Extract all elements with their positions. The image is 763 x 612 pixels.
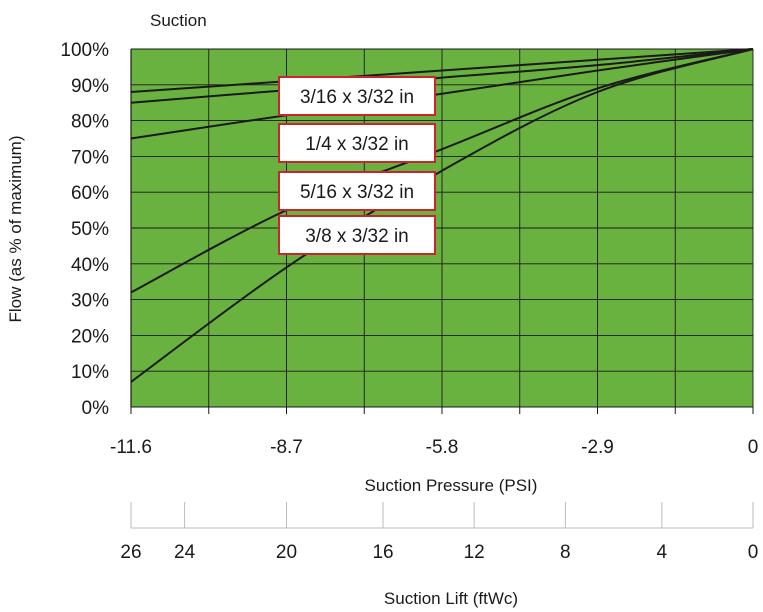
x-tick-label: -5.8	[426, 437, 459, 458]
secondary-tick-label: 24	[174, 542, 196, 563]
y-axis-label: Flow (as % of maximum)	[6, 135, 25, 322]
y-tick-label: 20%	[71, 326, 109, 347]
series-labels: 3/16 x 3/32 in 1/4 x 3/32 in 5/16 x 3/32 i…	[278, 76, 436, 255]
y-tick-label: 100%	[60, 40, 109, 61]
secondary-tick-label: 12	[464, 542, 485, 563]
series-label: 5/16 x 3/32 in	[300, 182, 414, 203]
secondary-axis-label: Suction Lift (ftWc)	[384, 589, 518, 608]
x-axis-ticks: -11.6 -8.7 -5.8 -2.9 0	[110, 407, 758, 458]
y-tick-label: 70%	[71, 147, 109, 168]
secondary-tick-label: 0	[748, 542, 759, 563]
series-lines	[130, 48, 754, 383]
y-tick-label: 30%	[71, 291, 109, 312]
series-label-box: 3/8 x 3/32 in	[278, 215, 436, 255]
series-line-2	[130, 48, 754, 104]
secondary-tick-label: 20	[276, 542, 297, 563]
series-label-box: 1/4 x 3/32 in	[278, 123, 436, 163]
y-axis-ticks: 0% 10% 20% 30% 40% 50% 60% 70% 80% 90% 100%	[60, 40, 109, 419]
x-tick-label: 0	[748, 437, 759, 458]
secondary-tick-label: 26	[120, 542, 141, 563]
y-tick-label: 40%	[71, 255, 109, 276]
secondary-axis: 26 24 20 16 12 8 4 0	[120, 502, 758, 563]
series-label-box: 5/16 x 3/32 in	[278, 171, 436, 211]
y-tick-label: 10%	[71, 362, 109, 383]
series-line-5	[130, 48, 754, 383]
series-line-4	[130, 48, 754, 294]
y-tick-label: 80%	[71, 112, 109, 133]
x-tick-label: -11.6	[110, 437, 152, 458]
x-tick-label: -8.7	[270, 437, 303, 458]
x-axis-label: Suction Pressure (PSI)	[365, 476, 538, 495]
y-tick-label: 0%	[82, 398, 110, 419]
series-label: 1/4 x 3/32 in	[305, 134, 409, 155]
y-tick-label: 50%	[71, 219, 109, 240]
x-tick-label: -2.9	[581, 437, 614, 458]
secondary-tick-label: 8	[560, 542, 571, 563]
y-tick-label: 60%	[71, 183, 109, 204]
chart-title: Suction	[150, 11, 207, 30]
series-line-1	[130, 48, 754, 93]
series-label-box: 3/16 x 3/32 in	[278, 76, 436, 116]
y-tick-label: 90%	[71, 76, 109, 97]
series-label: 3/16 x 3/32 in	[300, 87, 414, 108]
series-line-3	[130, 48, 754, 140]
series-label: 3/8 x 3/32 in	[305, 226, 409, 247]
secondary-tick-label: 4	[657, 542, 668, 563]
secondary-tick-label: 16	[372, 542, 393, 563]
